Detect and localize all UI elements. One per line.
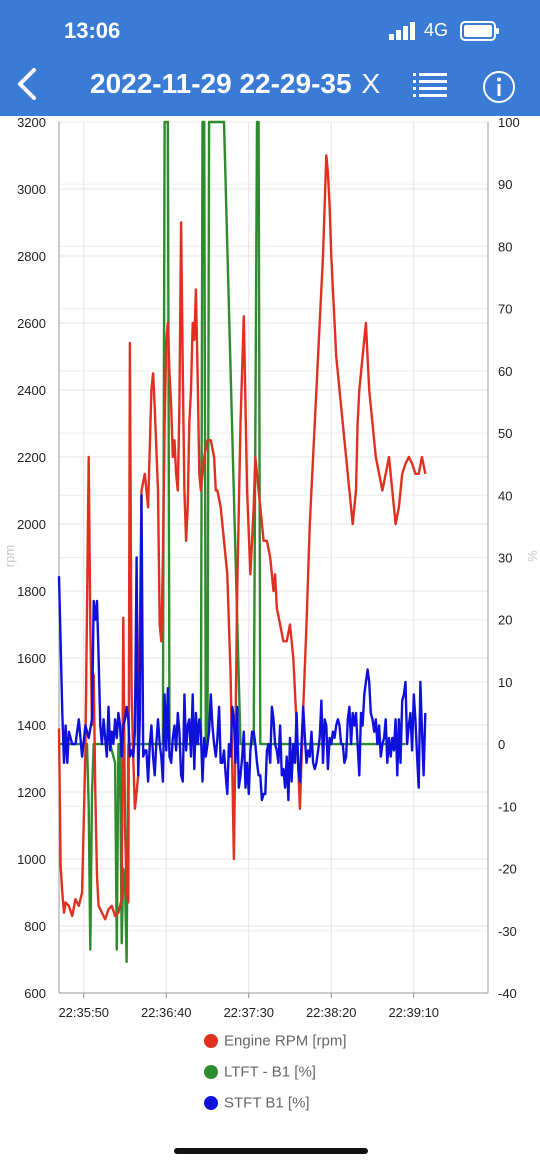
right-tick-label: 30 <box>498 551 512 566</box>
left-tick-label: 800 <box>24 919 46 934</box>
series <box>57 120 427 964</box>
legend-item-ltft[interactable]: LTFT - B1 [%] <box>204 1063 316 1085</box>
left-tick-label: 3200 <box>17 116 46 130</box>
app-header: 13:06 4G 2022-11-29 22-29-35 X <box>0 0 540 116</box>
left-tick-label: 2200 <box>17 450 46 465</box>
right-tick-label: -40 <box>498 986 517 1001</box>
network-type: 4G <box>424 20 449 40</box>
right-tick-label: -20 <box>498 862 517 877</box>
info-icon[interactable] <box>482 70 516 104</box>
ltft-series-line <box>59 120 406 964</box>
right-axis-title: % <box>525 550 540 562</box>
ltft-legend-dot <box>204 1065 218 1080</box>
grid <box>59 121 488 994</box>
right-tick-label: 10 <box>498 675 512 690</box>
page-title: 2022-11-29 22-29-35 X <box>90 68 380 100</box>
right-tick-label: 100 <box>498 116 520 130</box>
left-tick-label: 600 <box>24 986 46 1001</box>
close-title-button[interactable]: X <box>361 68 381 99</box>
left-tick-label: 2600 <box>17 316 46 331</box>
rpm-legend-dot <box>204 1034 218 1049</box>
home-indicator <box>174 1148 368 1154</box>
x-tick-label: 22:38:20 <box>306 1005 357 1020</box>
left-tick-label: 1000 <box>17 852 46 867</box>
legend-item-rpm[interactable]: Engine RPM [rpm] <box>204 1032 347 1054</box>
right-tick-label: 90 <box>498 177 512 192</box>
status-time: 13:06 <box>64 18 121 43</box>
right-tick-label: -10 <box>498 799 517 814</box>
left-tick-label: 3000 <box>17 182 46 197</box>
left-tick-label: 1600 <box>17 651 46 666</box>
right-tick-label: 70 <box>498 302 512 317</box>
left-tick-label: 2800 <box>17 249 46 264</box>
legend-label: STFT B1 [%] <box>224 1094 310 1112</box>
left-tick-label: 2400 <box>17 383 46 398</box>
left-tick-label: 1800 <box>17 584 46 599</box>
right-tick-label: 60 <box>498 364 512 379</box>
line-chart: 6008001000120014001600180020002200240026… <box>2 116 540 1020</box>
axis-labels: 6008001000120014001600180020002200240026… <box>2 116 540 1020</box>
right-tick-label: 20 <box>498 613 512 628</box>
legend-label: LTFT - B1 [%] <box>224 1063 316 1081</box>
rpm-series-line <box>57 154 427 921</box>
left-axis-title: rpm <box>2 545 17 567</box>
axes <box>58 122 489 998</box>
left-tick-label: 1400 <box>17 718 46 733</box>
legend-item-stft[interactable]: STFT B1 [%] <box>204 1094 310 1116</box>
right-tick-label: 0 <box>498 737 505 752</box>
list-icon[interactable] <box>413 72 447 100</box>
x-tick-label: 22:37:30 <box>223 1005 274 1020</box>
cellular-signal-icon <box>389 22 415 40</box>
right-tick-label: -30 <box>498 924 517 939</box>
battery-icon <box>460 21 499 41</box>
back-icon[interactable] <box>12 64 44 104</box>
x-tick-label: 22:39:10 <box>388 1005 439 1020</box>
left-tick-label: 2000 <box>17 517 46 532</box>
x-tick-label: 22:36:40 <box>141 1005 192 1020</box>
right-tick-label: 80 <box>498 239 512 254</box>
x-tick-label: 22:35:50 <box>58 1005 109 1020</box>
legend-label: Engine RPM [rpm] <box>224 1032 347 1050</box>
title-text: 2022-11-29 22-29-35 <box>90 68 352 99</box>
stft-legend-dot <box>204 1096 218 1111</box>
right-tick-label: 50 <box>498 426 512 441</box>
stft-series-line <box>57 494 427 802</box>
right-tick-label: 40 <box>498 488 512 503</box>
left-tick-label: 1200 <box>17 785 46 800</box>
